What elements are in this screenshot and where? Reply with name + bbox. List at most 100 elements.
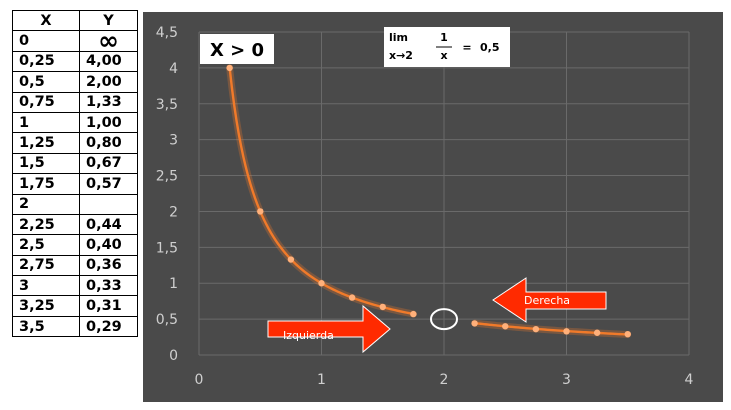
limit-result: 0,5 (480, 41, 500, 54)
y-tick-label: 4,5 (156, 25, 178, 41)
table-row: 2,5 0,40 (12, 234, 138, 256)
domain-label-background (200, 34, 274, 64)
limit-box: lim x→2 1 x = 0,5 (384, 27, 510, 67)
y-tick-label: 0,5 (156, 312, 178, 328)
limit-equals: = (462, 41, 471, 54)
data-point (287, 256, 295, 263)
cell-x: 1,25 (12, 132, 80, 154)
data-points (226, 64, 631, 338)
grid-lines (198, 31, 690, 356)
data-point (563, 328, 570, 335)
cell-y: 0,40 (79, 234, 138, 256)
x-tick-label: 3 (562, 372, 571, 388)
right-branch-line (473, 321, 629, 336)
values-table-body: X Y 0 ∞ 0,25 4,00 0,5 2,00 0,75 1,33 1 1,00 1,25 0,… (12, 9, 138, 338)
x-tick-label: 1 (317, 372, 326, 388)
data-point (257, 208, 264, 215)
table-row: 0 ∞ (12, 28, 138, 53)
arrow-izquierda: Izquierda (267, 304, 391, 354)
x-tick-label: 0 (195, 372, 204, 388)
table-row: 3 0,33 (12, 275, 138, 297)
arrow-derecha-label: Derecha (524, 294, 570, 307)
table-row: 2 (12, 193, 138, 215)
cell-y: 1,00 (79, 111, 138, 134)
cell-x: 1,5 (12, 152, 80, 175)
cell-y: 0,36 (79, 254, 138, 277)
cell-x: 2,75 (12, 254, 80, 277)
y-tick-label: 1 (169, 276, 178, 292)
cell-y: 0,31 (79, 295, 138, 317)
data-point (348, 294, 356, 301)
cell-y (79, 193, 138, 215)
y-tick-label: 0 (169, 348, 178, 364)
table-row: 0,25 4,00 (12, 50, 138, 73)
x-tick-labels: 0 1 2 3 4 (195, 372, 694, 388)
table-header-row: X Y (12, 9, 138, 32)
cell-x: 2,5 (12, 234, 80, 256)
data-point (318, 280, 325, 287)
hole-marker (430, 308, 458, 331)
y-tick-labels: 0 0,5 1 1,5 2 2,5 3 3,5 4 4,5 (156, 25, 178, 364)
cell-y: ∞ (79, 28, 138, 53)
x-tick-label: 4 (685, 372, 694, 388)
cell-x: 2 (12, 193, 80, 215)
data-point (410, 310, 417, 318)
cell-x: 0 (12, 30, 80, 52)
table-row: 1,5 0,67 (12, 152, 138, 175)
arrow-izquierda-shape (267, 304, 391, 354)
data-point (502, 323, 509, 330)
table-row: 1 1,00 (12, 111, 138, 134)
cell-y: 0,29 (79, 315, 138, 338)
table-row: 2,25 0,44 (12, 213, 138, 236)
y-tick-label: 2 (169, 204, 178, 220)
arrow-derecha-shape (492, 277, 607, 323)
cell-y: 1,33 (79, 91, 138, 113)
cell-y: 0,80 (79, 132, 138, 154)
reciprocal-chart: 0 0,5 1 1,5 2 2,5 3 3,5 4 4,5 0 1 2 3 4 Izquierda Der… (143, 12, 723, 402)
cell-x: 1 (12, 111, 80, 134)
cell-y: 0,57 (79, 173, 138, 195)
data-point (379, 303, 386, 311)
header-x: X (12, 9, 80, 32)
cell-y: 0,44 (79, 213, 138, 236)
cell-x: 3,5 (12, 315, 80, 338)
data-point (532, 325, 540, 333)
domain-label-box: X > 0 (200, 34, 274, 64)
table-row: 1,25 0,80 (12, 132, 138, 154)
arrow-izquierda-label: Izquierda (283, 329, 334, 342)
cell-x: 0,75 (12, 91, 80, 113)
cell-x: 3 (12, 275, 80, 297)
cell-y: 0,33 (79, 275, 138, 297)
domain-label: X > 0 (210, 40, 264, 61)
data-point (471, 320, 478, 327)
cell-x: 2,25 (12, 213, 80, 236)
y-tick-label: 3,5 (156, 97, 178, 113)
cell-x: 1,75 (12, 173, 80, 195)
cell-y: 0,67 (79, 152, 138, 175)
cell-x: 0,25 (12, 50, 80, 73)
cell-y: 4,00 (79, 50, 138, 73)
table-row: 0,75 1,33 (12, 91, 138, 113)
table-row: 0,5 2,00 (12, 71, 138, 93)
limit-numerator: 1 (440, 31, 448, 44)
data-point (226, 64, 233, 72)
cell-y: 2,00 (79, 71, 138, 93)
table-row: 2,75 0,36 (12, 254, 138, 277)
y-tick-label: 1,5 (156, 240, 178, 256)
limit-sub: x→2 (389, 49, 413, 62)
y-tick-label: 2,5 (156, 169, 178, 185)
table-row: 1,75 0,57 (12, 173, 138, 195)
table-row: 3,5 0,29 (12, 315, 138, 338)
y-tick-label: 3 (169, 133, 178, 149)
data-point (624, 330, 631, 338)
cell-x: 0,5 (12, 71, 80, 93)
x-tick-label: 2 (440, 372, 449, 388)
arrow-derecha: Derecha (492, 277, 607, 323)
data-point (593, 329, 601, 336)
values-table: X Y 0 ∞ 0,25 4,00 0,5 2,00 0,75 1,33 1 1,00 1,25 0,… (12, 9, 138, 338)
cell-x: 3,25 (12, 295, 80, 317)
limit-lim: lim (389, 31, 408, 44)
y-tick-label: 4 (169, 61, 178, 77)
table-row: 3,25 0,31 (12, 295, 138, 317)
limit-denominator: x (440, 49, 447, 62)
